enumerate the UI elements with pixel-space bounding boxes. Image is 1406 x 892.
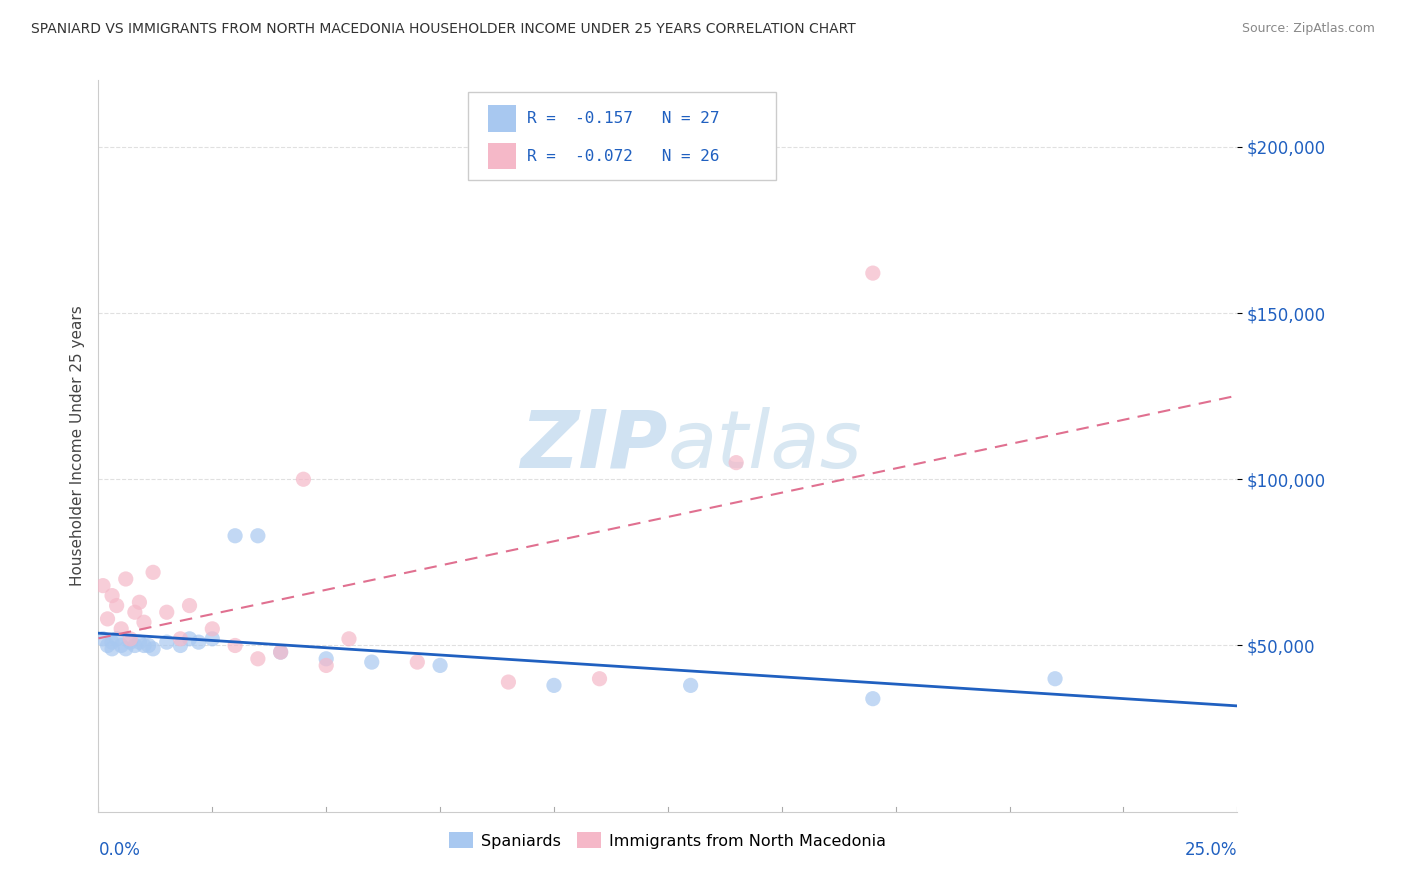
- Point: [337, 632, 360, 646]
- Point: [270, 645, 292, 659]
- Point: [128, 595, 150, 609]
- Point: [862, 691, 884, 706]
- Point: [101, 589, 124, 603]
- Point: [142, 566, 165, 580]
- Point: [110, 639, 132, 653]
- Point: [315, 652, 337, 666]
- Point: [96, 639, 118, 653]
- Point: [120, 632, 142, 646]
- Point: [224, 639, 246, 653]
- Point: [114, 641, 136, 656]
- Point: [169, 632, 191, 646]
- Point: [179, 632, 201, 646]
- Point: [725, 456, 748, 470]
- Point: [91, 579, 114, 593]
- Point: [588, 672, 610, 686]
- Point: [124, 605, 146, 619]
- Text: R =  -0.072   N = 26: R = -0.072 N = 26: [527, 149, 720, 163]
- Point: [156, 635, 179, 649]
- Point: [156, 605, 179, 619]
- Point: [91, 632, 114, 646]
- Point: [101, 641, 124, 656]
- Legend: Spaniards, Immigrants from North Macedonia: Spaniards, Immigrants from North Macedon…: [443, 826, 893, 855]
- Point: [101, 635, 124, 649]
- Point: [246, 529, 269, 543]
- Point: [224, 529, 246, 543]
- Text: 25.0%: 25.0%: [1185, 841, 1237, 859]
- Point: [169, 639, 191, 653]
- Point: [679, 678, 702, 692]
- Point: [128, 635, 150, 649]
- Text: R =  -0.157   N = 27: R = -0.157 N = 27: [527, 112, 720, 126]
- Text: Source: ZipAtlas.com: Source: ZipAtlas.com: [1241, 22, 1375, 36]
- Point: [201, 622, 224, 636]
- Point: [187, 635, 209, 649]
- Point: [124, 639, 146, 653]
- Point: [360, 655, 382, 669]
- Point: [429, 658, 451, 673]
- Point: [114, 572, 136, 586]
- Point: [138, 639, 160, 653]
- Text: ZIP: ZIP: [520, 407, 668, 485]
- Point: [1043, 672, 1066, 686]
- Text: atlas: atlas: [668, 407, 863, 485]
- Point: [246, 652, 269, 666]
- Point: [96, 612, 118, 626]
- Text: SPANIARD VS IMMIGRANTS FROM NORTH MACEDONIA HOUSEHOLDER INCOME UNDER 25 YEARS CO: SPANIARD VS IMMIGRANTS FROM NORTH MACEDO…: [31, 22, 856, 37]
- Point: [142, 641, 165, 656]
- Point: [132, 639, 155, 653]
- Point: [270, 645, 292, 659]
- Point: [498, 675, 520, 690]
- Point: [862, 266, 884, 280]
- Point: [406, 655, 429, 669]
- Point: [110, 622, 132, 636]
- Y-axis label: Householder Income Under 25 years: Householder Income Under 25 years: [69, 306, 84, 586]
- Point: [543, 678, 565, 692]
- Point: [201, 632, 224, 646]
- Point: [179, 599, 201, 613]
- Text: 0.0%: 0.0%: [98, 841, 141, 859]
- Point: [105, 599, 128, 613]
- Point: [292, 472, 315, 486]
- Point: [315, 658, 337, 673]
- Point: [105, 632, 128, 646]
- Point: [120, 635, 142, 649]
- Point: [132, 615, 155, 630]
